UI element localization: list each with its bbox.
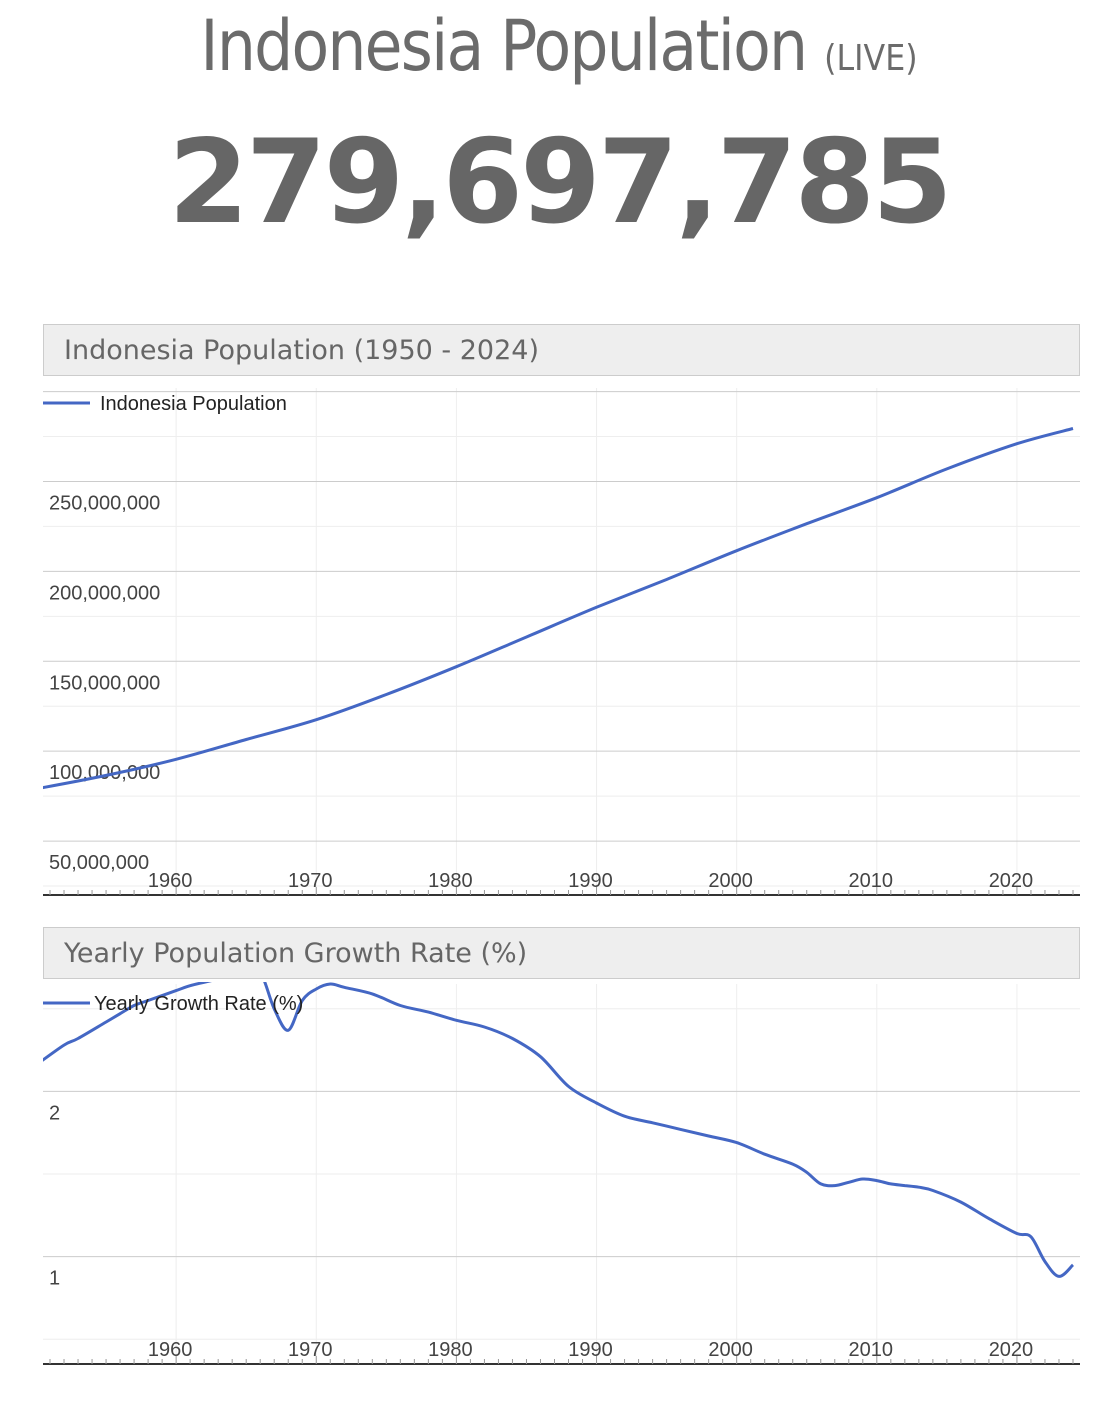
live-population-counter: 279,697,785 (168, 115, 953, 250)
legend-label: Indonesia Population (100, 393, 287, 415)
series-line (43, 982, 1075, 1278)
live-tag: (LIVE) (824, 38, 918, 79)
x-tick-label: 1980 (428, 870, 473, 892)
x-tick-label: 1970 (288, 1339, 333, 1361)
x-tick-label: 2020 (989, 870, 1034, 892)
y-tick-label: 100,000,000 (49, 762, 160, 784)
legend-label: Yearly Growth Rate (%) (94, 993, 303, 1015)
growth-rate-chart: 1 2 1960 1970 1980 1990 2000 2010 2020 Yearly Gro… (43, 982, 1080, 1365)
series-line (43, 427, 1074, 790)
x-tick-label: 1990 (568, 870, 613, 892)
population-chart: 50,000,000 100,000,000 150,000,000 200,000,… (43, 388, 1080, 896)
x-tick-label: 2010 (849, 1339, 894, 1361)
x-tick-label: 2010 (849, 870, 894, 892)
x-tick-label: 1960 (148, 1339, 193, 1361)
x-tick-label: 2000 (708, 1339, 753, 1361)
x-tick-label: 1970 (288, 870, 333, 892)
page-title-text: Indonesia Population (200, 5, 808, 87)
x-tick-label: 2020 (989, 1339, 1034, 1361)
y-tick-label: 200,000,000 (49, 582, 160, 604)
growth-chart-title: Yearly Population Growth Rate (%) (43, 927, 1080, 979)
population-chart-title: Indonesia Population (1950 - 2024) (43, 324, 1080, 376)
x-tick-label: 1990 (568, 1339, 613, 1361)
page-title: Indonesia Population (LIVE) (67, 0, 1051, 105)
y-tick-label: 1 (49, 1268, 60, 1290)
x-tick-label: 2000 (708, 870, 753, 892)
y-tick-label: 250,000,000 (49, 492, 160, 514)
y-tick-label: 2 (49, 1102, 60, 1124)
x-tick-label: 1980 (428, 1339, 473, 1361)
y-tick-label: 50,000,000 (49, 852, 149, 874)
x-tick-label: 1960 (148, 870, 193, 892)
y-tick-label: 150,000,000 (49, 672, 160, 694)
